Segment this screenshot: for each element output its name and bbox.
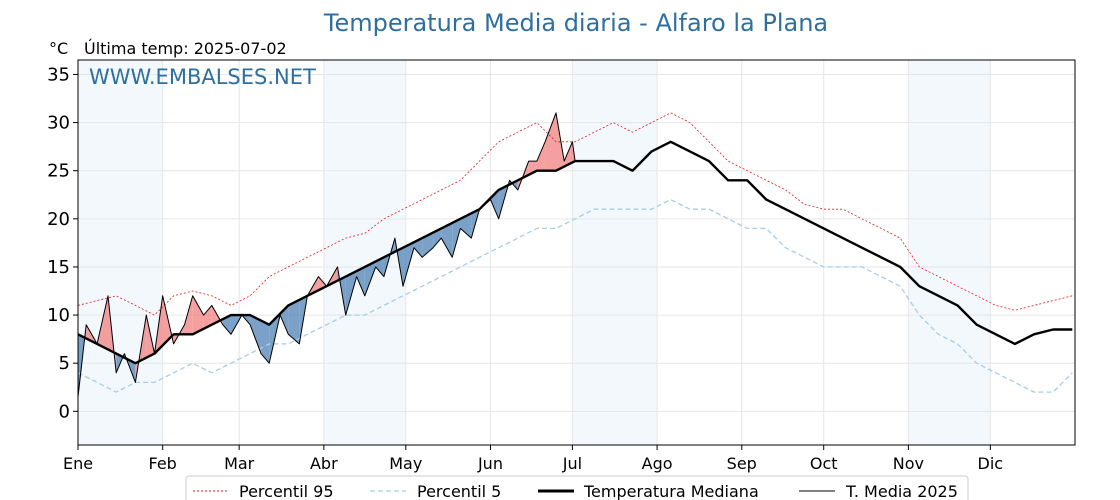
x-tick-label-Feb: Feb bbox=[149, 454, 177, 473]
y-tick-label-10: 10 bbox=[47, 305, 70, 326]
month-band-2 bbox=[572, 60, 658, 445]
anomaly-band-38 bbox=[433, 228, 442, 248]
anomaly-band-16 bbox=[222, 315, 231, 335]
legend-label-2025: T. Media 2025 bbox=[845, 482, 958, 500]
anomaly-band-13 bbox=[192, 295, 204, 335]
anomaly-band-41 bbox=[460, 213, 472, 239]
anomaly-band-39 bbox=[441, 222, 453, 258]
month-band-0 bbox=[78, 60, 163, 445]
anomaly-band-40 bbox=[452, 218, 461, 258]
y-axis: 0 5 10 15 20 25 30 35 bbox=[47, 64, 78, 422]
x-tick-label-Sep: Sep bbox=[727, 454, 757, 473]
plot-frame bbox=[77, 59, 1076, 446]
anomaly-band-50 bbox=[545, 112, 557, 171]
x-tick-label-May: May bbox=[389, 454, 422, 473]
x-tick-label-Jul: Jul bbox=[562, 454, 582, 473]
x-tick-label-Ago: Ago bbox=[642, 454, 673, 473]
series-layer bbox=[77, 112, 1073, 397]
x-tick-label-Jun: Jun bbox=[477, 454, 503, 473]
anomaly-band-30 bbox=[356, 266, 365, 296]
series-line-3 bbox=[77, 112, 576, 397]
y-tick-label-15: 15 bbox=[47, 257, 70, 278]
series-line-0 bbox=[77, 112, 1073, 316]
unit-label: °C bbox=[49, 39, 68, 58]
legend-box bbox=[185, 475, 969, 500]
y-tick-label-30: 30 bbox=[47, 113, 70, 134]
y-tick-label-25: 25 bbox=[47, 161, 70, 182]
x-tick-label-Mar: Mar bbox=[224, 454, 255, 473]
legend-label-p95: Percentil 95 bbox=[239, 482, 334, 500]
anomaly-band-14 bbox=[203, 305, 212, 329]
x-axis: Ene Feb Mar Abr May Jun Jul Ago Sep Oct Nov Dic bbox=[63, 445, 1003, 473]
x-tick-label-Abr: Abr bbox=[310, 454, 338, 473]
month-shading bbox=[78, 60, 991, 445]
y-tick-label-0: 0 bbox=[59, 401, 70, 422]
month-band-3 bbox=[908, 60, 991, 445]
x-tick-label-Ene: Ene bbox=[63, 454, 93, 473]
anomaly-band-49 bbox=[536, 141, 546, 171]
y-tick-label-35: 35 bbox=[47, 64, 70, 85]
anomaly-band-32 bbox=[375, 257, 384, 277]
anomaly-band-12 bbox=[184, 295, 193, 335]
series-line-1 bbox=[77, 198, 1073, 393]
x-tick-label-Dic: Dic bbox=[978, 454, 1004, 473]
y-tick-label-5: 5 bbox=[59, 353, 70, 374]
anomaly-band-23 bbox=[288, 299, 300, 344]
anomaly-band-52 bbox=[564, 141, 573, 167]
x-tick-label-Nov: Nov bbox=[893, 454, 924, 473]
anomaly-band-20 bbox=[261, 320, 270, 364]
y-tick-label-20: 20 bbox=[47, 209, 70, 230]
anomaly-band-37 bbox=[422, 232, 434, 258]
anomaly-band-36 bbox=[413, 238, 423, 258]
legend: Percentil 95 Percentil 5 Temperatura Med… bbox=[185, 475, 969, 500]
anomaly-band-19 bbox=[250, 315, 262, 354]
x-tick-label-Oct: Oct bbox=[810, 454, 838, 473]
legend-label-p5: Percentil 5 bbox=[417, 482, 501, 500]
watermark: WWW.EMBALSES.NET bbox=[89, 65, 316, 89]
chart-title: Temperatura Media diaria - Alfaro la Pla… bbox=[323, 9, 828, 37]
legend-label-median: Temperatura Mediana bbox=[583, 482, 759, 500]
last-temp-label: Última temp: 2025-07-02 bbox=[84, 39, 287, 58]
